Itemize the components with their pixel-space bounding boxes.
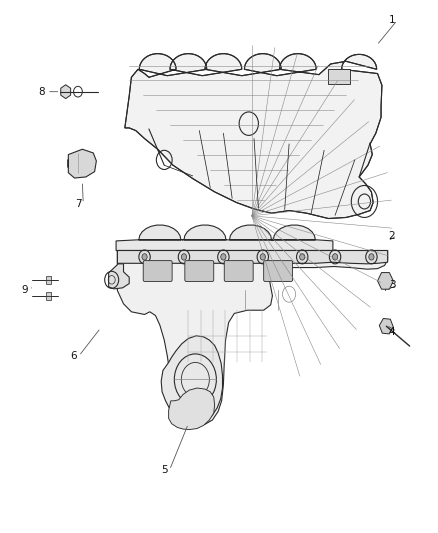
Text: 3: 3 [389,280,396,290]
FancyBboxPatch shape [224,261,253,281]
Text: 6: 6 [70,351,77,361]
Polygon shape [116,225,333,251]
Circle shape [142,254,147,260]
Circle shape [260,254,265,260]
Bar [46,276,51,284]
Polygon shape [161,336,223,423]
Polygon shape [117,251,388,424]
Polygon shape [117,251,388,264]
Circle shape [300,254,305,260]
Circle shape [181,254,187,260]
Circle shape [332,254,338,260]
Circle shape [369,254,374,260]
FancyBboxPatch shape [185,261,214,281]
Text: 8: 8 [38,87,45,96]
Bar [46,292,51,300]
FancyBboxPatch shape [143,261,172,281]
FancyBboxPatch shape [264,261,293,281]
Text: 2: 2 [389,231,396,240]
Text: 9: 9 [21,286,28,295]
Text: 7: 7 [74,199,81,208]
Polygon shape [68,149,96,178]
Circle shape [221,254,226,260]
Text: 1: 1 [389,15,396,25]
Polygon shape [169,388,215,430]
Polygon shape [328,69,350,84]
Polygon shape [109,264,129,289]
Polygon shape [125,54,382,219]
Text: 5: 5 [161,465,168,475]
Text: 4: 4 [389,327,396,336]
